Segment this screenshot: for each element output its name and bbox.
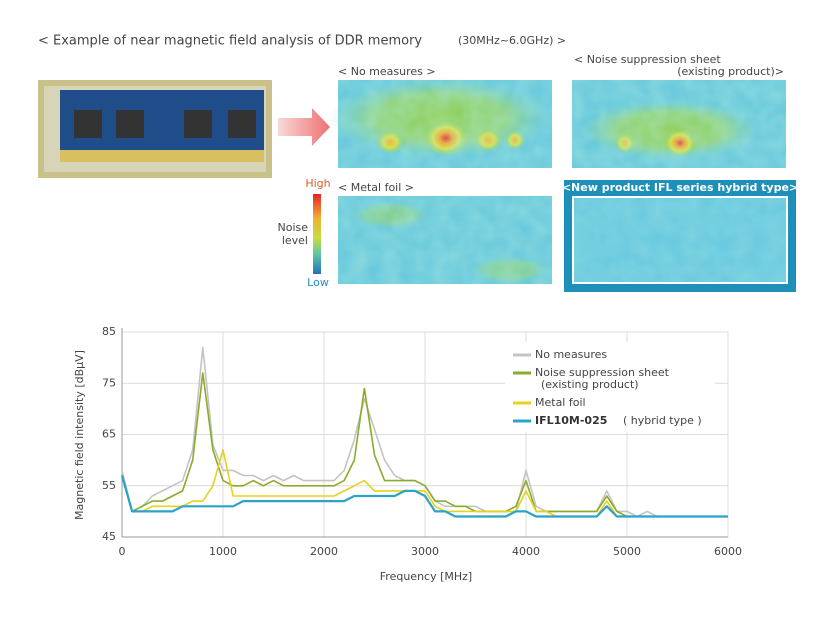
color-scale — [313, 194, 321, 274]
y-tick-label: 45 — [102, 530, 116, 543]
panel-label: < No measures > — [338, 65, 436, 78]
x-tick-label: 5000 — [613, 545, 641, 558]
legend-note: (existing product) — [541, 378, 639, 391]
legend-box — [505, 342, 715, 432]
x-axis-label: Frequency [MHz] — [380, 570, 472, 583]
x-tick-label: 6000 — [714, 545, 742, 558]
y-tick-label: 65 — [102, 428, 116, 441]
heatmap-metal — [338, 196, 552, 284]
legend-label: IFL10M-025 — [535, 414, 607, 427]
x-tick-label: 2000 — [310, 545, 338, 558]
y-tick-label: 85 — [102, 325, 116, 338]
panel-label: (existing product)> — [677, 65, 784, 78]
x-tick-label: 3000 — [411, 545, 439, 558]
series-line — [120, 475, 728, 518]
legend-label: Metal foil — [535, 396, 586, 409]
panel-label: <New product IFL series hybrid type> — [562, 181, 798, 194]
scale-low: Low — [307, 276, 329, 289]
chart: Frequency [MHz] Magnetic field intensity… — [73, 350, 472, 583]
y-tick-label: 55 — [102, 479, 116, 492]
legend-note: ( hybrid type ) — [623, 414, 702, 427]
y-tick-label: 75 — [102, 376, 116, 389]
scale-high: High — [305, 177, 330, 190]
y-axis-label: Magnetic field intensity [dBμV] — [73, 350, 86, 520]
scale-label: level — [282, 234, 308, 247]
memory-board — [38, 80, 272, 178]
scale-label: Noise — [277, 221, 308, 234]
legend-label: Noise suppression sheet — [535, 366, 670, 379]
panel-label: < Metal foil > — [338, 181, 414, 194]
heatmap-sheet — [572, 80, 786, 168]
heatmap-no-measures — [330, 78, 552, 168]
x-tick-label: 1000 — [209, 545, 237, 558]
title: < Example of near magnetic field analysi… — [38, 34, 422, 49]
x-tick-label: 0 — [119, 545, 126, 558]
x-tick-label: 4000 — [512, 545, 540, 558]
title-range: (30MHz~6.0GHz) > — [458, 34, 566, 47]
arrow — [278, 108, 330, 146]
legend-label: No measures — [535, 348, 607, 361]
heatmap-new — [564, 180, 796, 292]
panel-label: < Noise suppression sheet — [574, 53, 721, 66]
